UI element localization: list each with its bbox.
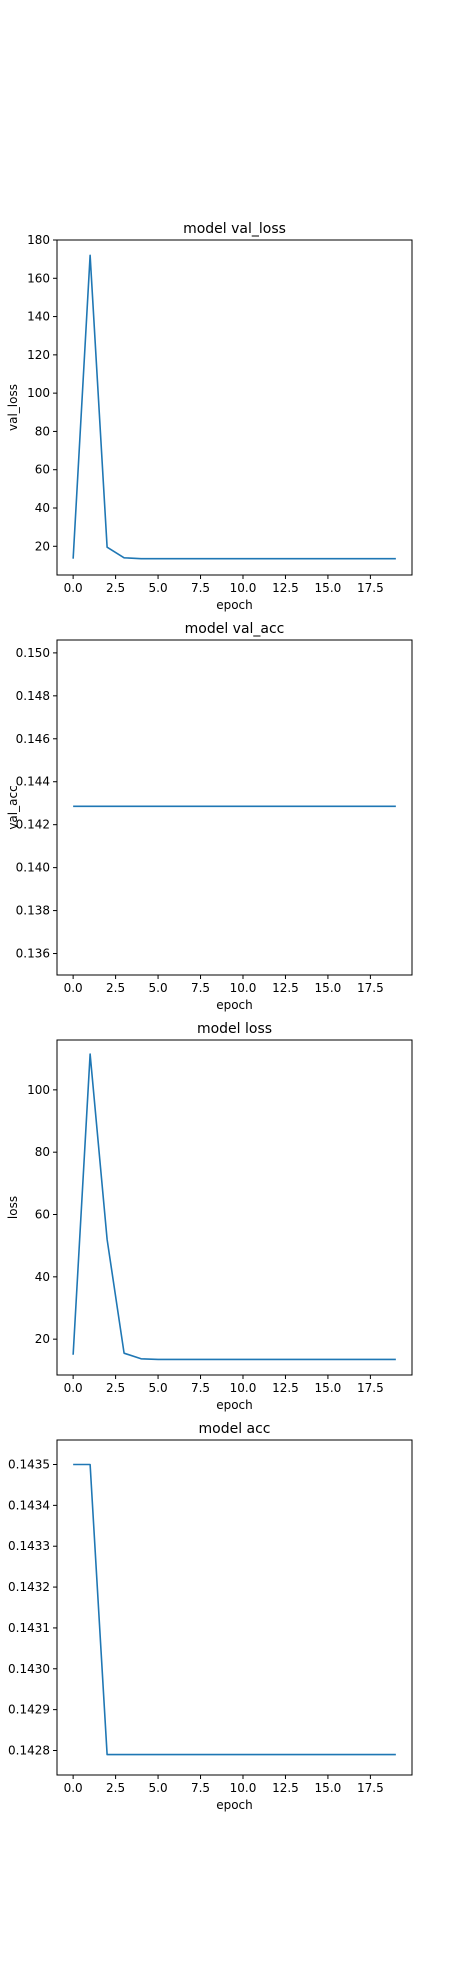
axes-frame <box>56 1439 413 1776</box>
y-tick-label: 180 <box>27 233 50 247</box>
y-tick-label: 0.150 <box>16 646 50 660</box>
chart-title: model val_acc <box>185 621 285 637</box>
x-axis-label: epoch <box>216 998 253 1012</box>
chart-title: model val_loss <box>183 221 286 237</box>
panel-val-loss: model val_loss epoch val_loss 0.0 2.5 5.0 7… <box>6 221 413 612</box>
x-axis-label: epoch <box>216 1798 253 1812</box>
x-tick-label: 12.5 <box>272 1781 299 1795</box>
y-tick-label: 20 <box>35 1332 50 1346</box>
y-tick-label: 0.140 <box>16 861 50 875</box>
y-tick-label: 0.148 <box>16 689 50 703</box>
y-tick-label: 40 <box>35 501 50 515</box>
y-tick-label: 0.1433 <box>8 1539 50 1553</box>
x-tick-label: 17.5 <box>357 1381 384 1395</box>
x-tick-label: 17.5 <box>357 581 384 595</box>
x-tick-label: 2.5 <box>106 1381 125 1395</box>
axes-frame <box>56 639 413 976</box>
y-tick-label: 80 <box>35 424 50 438</box>
y-tick-label: 0.144 <box>16 775 50 789</box>
x-tick-label: 12.5 <box>272 1381 299 1395</box>
y-tick-label: 0.1429 <box>8 1703 50 1717</box>
x-tick-label: 12.5 <box>272 981 299 995</box>
y-tick-label: 20 <box>35 539 50 553</box>
x-tick-label: 7.5 <box>191 581 210 595</box>
x-tick-label: 10.0 <box>230 581 257 595</box>
y-tick-label: 100 <box>27 386 50 400</box>
series-line <box>72 254 396 560</box>
x-tick-label: 5.0 <box>149 1781 168 1795</box>
chart-title: model acc <box>198 1421 270 1437</box>
y-tick-label: 0.1435 <box>8 1458 50 1472</box>
y-tick-label: 40 <box>35 1270 50 1284</box>
y-axis-label: val_acc <box>6 785 20 829</box>
x-tick-label: 10.0 <box>230 1781 257 1795</box>
x-tick-label: 10.0 <box>230 1381 257 1395</box>
panel-acc: model acc epoch 0.0 2.5 5.0 7.5 10.0 12.5 15.0… <box>8 1421 413 1812</box>
x-tick-label: 5.0 <box>149 581 168 595</box>
y-tick-label: 140 <box>27 310 50 324</box>
x-tick-label: 0.0 <box>64 981 83 995</box>
x-tick-label: 15.0 <box>315 581 342 595</box>
axes-frame <box>56 1039 413 1376</box>
x-tick-label: 5.0 <box>149 981 168 995</box>
chart-title: model loss <box>197 1021 272 1037</box>
x-tick-label: 15.0 <box>315 1381 342 1395</box>
y-tick-label: 0.142 <box>16 818 50 832</box>
x-tick-label: 15.0 <box>315 981 342 995</box>
x-tick-label: 17.5 <box>357 981 384 995</box>
y-tick-label: 0.138 <box>16 904 50 918</box>
panel-val-acc: model val_acc epoch val_acc 0.0 2.5 5.0 7.5… <box>6 621 413 1012</box>
y-tick-label: 120 <box>27 348 50 362</box>
x-tick-label: 0.0 <box>64 1381 83 1395</box>
x-tick-label: 2.5 <box>106 581 125 595</box>
x-tick-label: 12.5 <box>272 581 299 595</box>
x-tick-label: 7.5 <box>191 981 210 995</box>
y-axis-label: loss <box>6 1196 20 1219</box>
y-tick-label: 0.136 <box>16 947 50 961</box>
x-tick-label: 15.0 <box>315 1781 342 1795</box>
y-tick-label: 0.1428 <box>8 1743 50 1757</box>
y-tick-label: 0.1432 <box>8 1580 50 1594</box>
x-axis-label: epoch <box>216 598 253 612</box>
x-axis-label: epoch <box>216 1398 253 1412</box>
y-tick-label: 0.146 <box>16 732 50 746</box>
y-tick-label: 0.1434 <box>8 1498 50 1512</box>
y-tick-label: 80 <box>35 1145 50 1159</box>
x-tick-label: 17.5 <box>357 1781 384 1795</box>
y-tick-label: 100 <box>27 1083 50 1097</box>
x-tick-label: 2.5 <box>106 981 125 995</box>
y-tick-label: 160 <box>27 271 50 285</box>
y-tick-label: 0.1431 <box>8 1621 50 1635</box>
y-tick-label: 0.1430 <box>8 1662 50 1676</box>
panel-loss: model loss epoch loss 0.0 2.5 5.0 7.5 10.0 12… <box>6 1021 413 1412</box>
x-tick-label: 0.0 <box>64 581 83 595</box>
y-axis-label: val_loss <box>6 384 20 431</box>
x-tick-label: 2.5 <box>106 1781 125 1795</box>
y-tick-label: 60 <box>35 463 50 477</box>
series-line <box>72 1053 396 1361</box>
x-tick-label: 0.0 <box>64 1781 83 1795</box>
x-tick-label: 7.5 <box>191 1381 210 1395</box>
series-line <box>73 1463 396 1756</box>
x-tick-label: 10.0 <box>230 981 257 995</box>
x-tick-label: 7.5 <box>191 1781 210 1795</box>
y-tick-label: 60 <box>35 1208 50 1222</box>
axes-frame <box>56 239 413 576</box>
x-tick-label: 5.0 <box>149 1381 168 1395</box>
